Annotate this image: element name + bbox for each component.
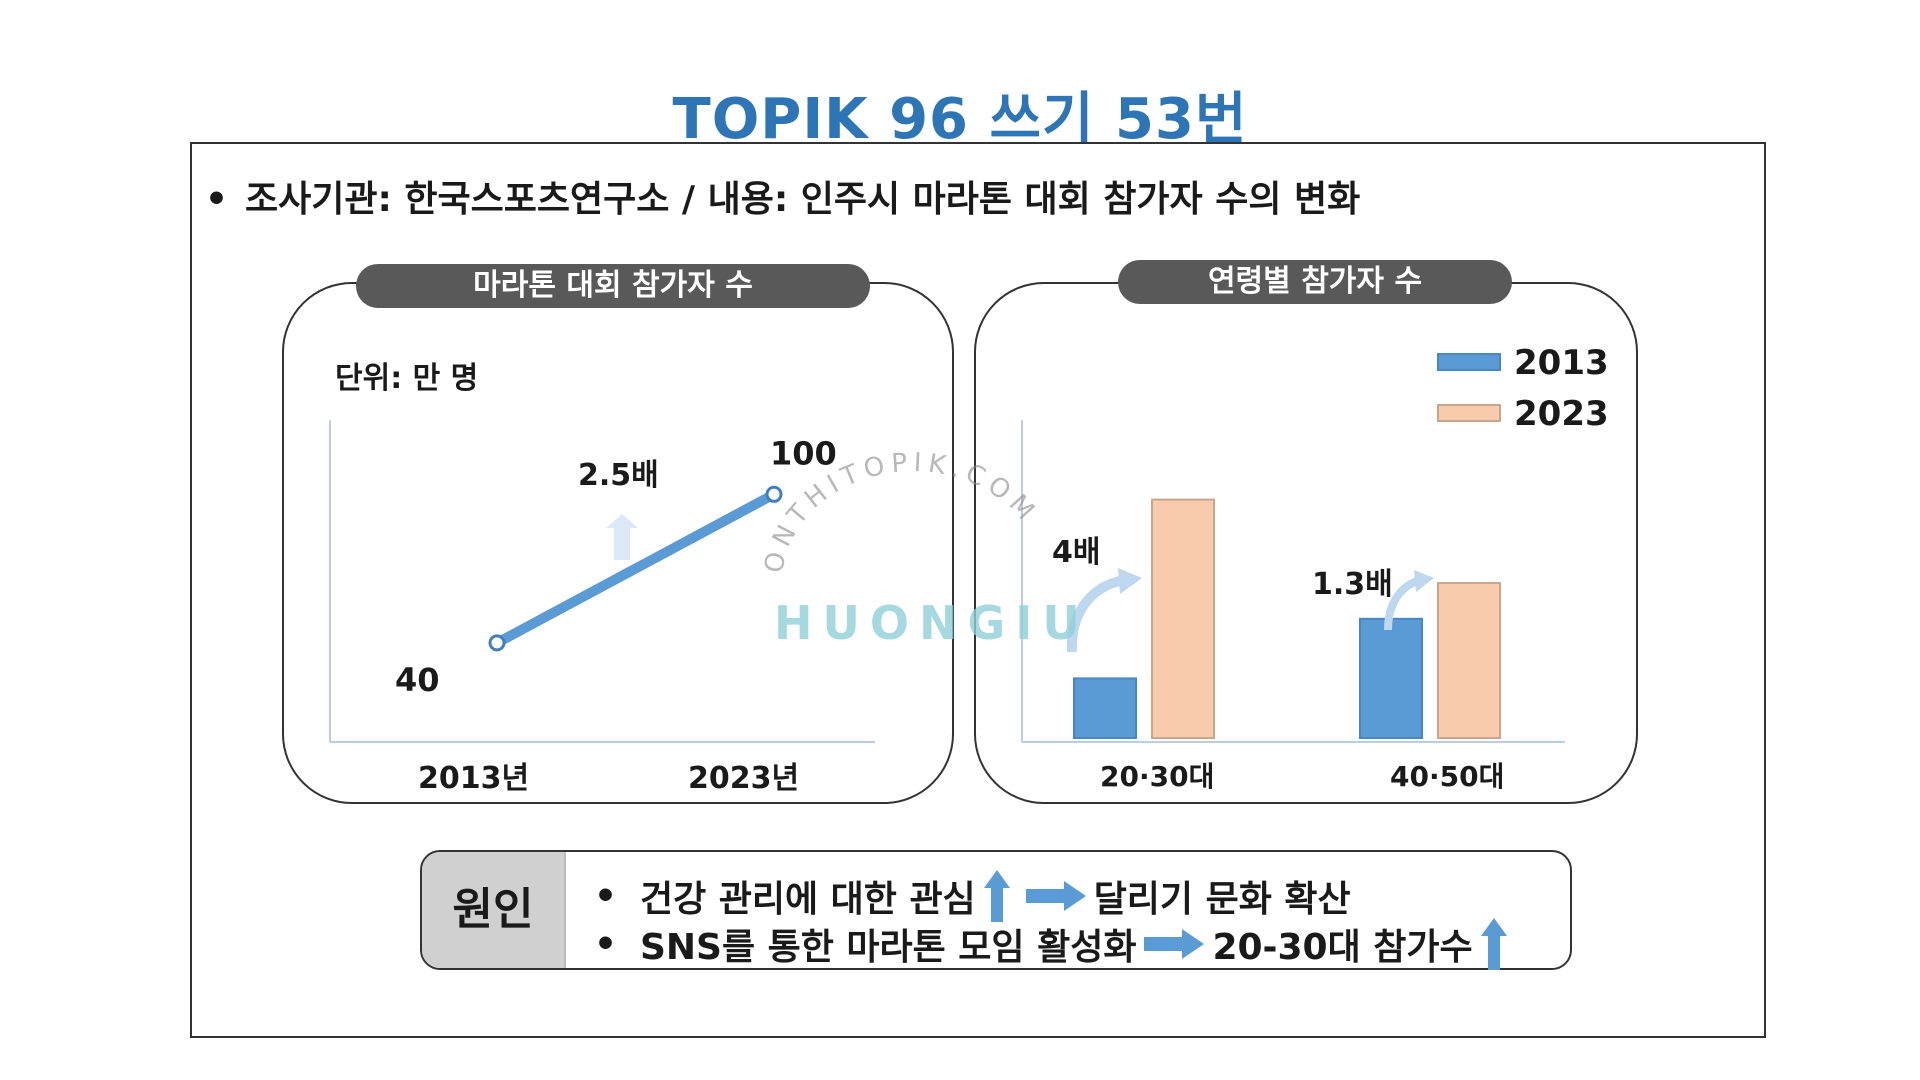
cause-bullet: •: [594, 923, 618, 965]
watermark-text: HUONGIU: [774, 596, 1090, 650]
curved-arrow-icon: [1384, 576, 1422, 631]
right-arrow-icon: [1025, 881, 1086, 911]
line-point: [765, 485, 783, 503]
legend-swatch-2023: [1437, 404, 1501, 422]
line-chart-title: 마라톤 대회 참가자 수: [356, 264, 870, 308]
cause-text-1: 건강 관리에 대한 관심: [640, 879, 976, 920]
unit-label: 단위: 만 명: [335, 361, 478, 396]
up-arrow-icon: [983, 870, 1010, 922]
curved-arrow-head-icon: [1118, 568, 1142, 594]
line-value-label: 40: [395, 661, 440, 699]
content-frame: [190, 142, 1766, 1038]
growth-arrow-icon: [606, 514, 638, 560]
bar-annotation-1: 4배: [1052, 535, 1100, 570]
line-point: [488, 634, 506, 652]
bar-2023: [1437, 582, 1501, 739]
survey-info: • 조사기관: 한국스포츠연구소 / 내용: 인주시 마라톤 대회 참가자 수의 …: [205, 170, 1360, 222]
bar-series: [1073, 498, 1501, 740]
curved-arrow-head-icon: [1414, 570, 1434, 592]
bar-chart-title: 연령별 참가자 수: [1118, 260, 1512, 304]
bar-2013: [1359, 617, 1423, 739]
cause-bullet: •: [594, 875, 618, 917]
line-segment: [492, 489, 779, 648]
cause-result-2: 20-30대 참가수: [1212, 927, 1473, 968]
bar-2013: [1073, 677, 1137, 740]
cause-line-1: • 건강 관리에 대한 관심 달리기 문화 확산: [594, 868, 1351, 924]
cause-text-2: SNS를 통한 마라톤 모임 활성화: [640, 927, 1137, 968]
bar-chart-panel: [974, 282, 1638, 804]
curved-arrow-icon: [1066, 575, 1126, 653]
legend-label-2023: 2023: [1514, 394, 1609, 434]
line-labels: 40 2013년 100 2023년: [395, 434, 837, 796]
bar-category-label: 40·50대: [1390, 760, 1504, 793]
bar-annotation-2: 1.3배: [1312, 567, 1393, 602]
line-category-label: 2023년: [688, 761, 799, 796]
bar-category-label: 20·30대: [1100, 760, 1214, 793]
cause-line-2: • SNS를 통한 마라톤 모임 활성화 20-30대 참가수: [594, 916, 1515, 972]
cause-result-1: 달리기 문화 확산: [1093, 879, 1351, 920]
line-category-label: 2013년: [418, 761, 529, 796]
right-arrow-icon: [1144, 929, 1205, 959]
cause-tag: 원인: [422, 852, 566, 968]
legend-label-2013: 2013: [1514, 343, 1609, 383]
survey-info-text: 조사기관: 한국스포츠연구소 / 내용: 인주시 마라톤 대회 참가자 수의 변…: [245, 179, 1361, 220]
page-title: TOPIK 96 쓰기 53번: [672, 87, 1248, 152]
line-series: [488, 485, 783, 652]
bar-labels: 20·30대 40·50대: [1100, 760, 1504, 793]
legend-swatch-2013: [1437, 353, 1501, 371]
bar-2023: [1151, 498, 1215, 739]
line-annotation: 2.5배: [578, 458, 659, 493]
bullet-dot: •: [205, 179, 229, 220]
line-chart-panel: [282, 282, 954, 804]
up-arrow-icon: [1480, 918, 1507, 970]
line-value-label: 100: [770, 434, 837, 472]
watermark: HUONGIU: [774, 596, 1090, 650]
